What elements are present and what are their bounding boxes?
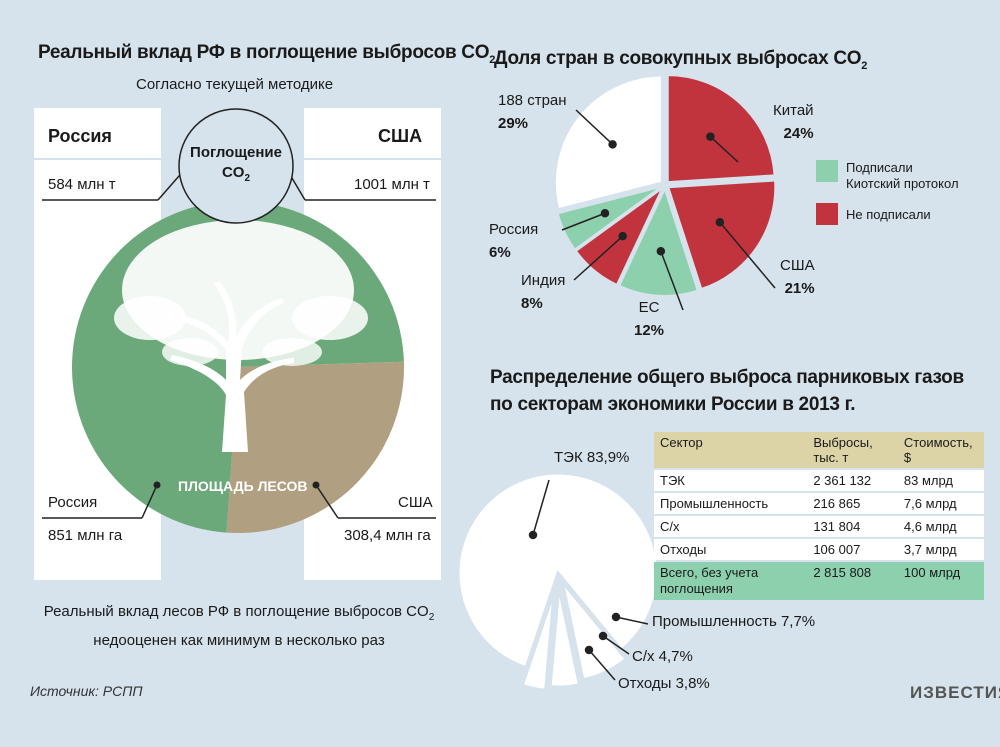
country-dot-3 [618,231,627,241]
sectors-pie-svg [456,471,660,692]
label-waste: Отходы 3,8% [618,675,710,692]
table-header: Выбросы, тыс. т [807,432,898,468]
sectors-title: Распределение общего выброса парниковых … [490,367,964,415]
legend-unsigned-label: Не подписали [846,207,931,222]
table-cell: 106 007 [807,539,898,560]
country-dot-2 [656,246,666,256]
country-leader-4 [561,212,606,231]
legend-signed-swatch [816,160,838,182]
sector-slice-1 [560,581,629,682]
tek-dot [528,530,538,540]
label-188: 188 стран 29% [498,92,567,132]
country-leader-2 [660,250,684,311]
absorption-circle [178,108,294,224]
country-leader-1 [719,221,776,289]
table-cell: ТЭК [654,470,808,491]
usa-forest-dot [312,481,320,489]
table-cell: 100 млрд [897,562,984,600]
table-cell: Промышленность [654,493,808,514]
left-subtitle: Согласно текущей методике [136,76,334,93]
label-usa: США 21% [780,257,815,297]
label-industry: Промышленность 7,7% [652,613,816,630]
country-dot-1 [715,218,725,227]
table-header: Сектор [654,432,808,468]
absorption-circle-label: Поглощение CO2 [190,144,282,184]
table-cell: 4,6 млрд [897,516,984,537]
label-agri: С/х 4,7% [632,648,693,665]
table-row: Промышленность 216 865 7,6 млрд [654,493,984,514]
country-slice-5 [553,74,663,211]
sectors-leaders [528,479,649,681]
legend-signed-label: Подписали Киотский протокол [846,160,959,191]
agri-leader [602,635,630,655]
agri-dot [598,631,608,641]
sector-slice-3 [520,590,556,692]
country-leader-3 [573,235,624,281]
label-tek: ТЭК 83,9% [554,449,630,466]
izvestia-logo: ИЗВЕСТИЯ [910,683,1000,702]
waste-dot [584,645,594,655]
country-dot-4 [600,208,610,218]
tek-leader [532,479,550,536]
russia-forest-leader [141,484,158,519]
tree-icon [114,220,368,452]
country-slice-2 [617,186,700,297]
table-cell: 2 815 808 [807,562,898,600]
table-cell: Всего, без учета поглощения [654,562,808,600]
countries-title: Доля стран в совокупных выбросах CO2 [494,48,868,72]
russia-forest-country: Россия [48,494,98,511]
russia-forest-dot [153,481,161,489]
usa-forest-leader [315,484,339,519]
country-leader-0 [709,136,739,163]
table-cell: 216 865 [807,493,898,514]
table-cell: Отходы [654,539,808,560]
table-cell: 131 804 [807,516,898,537]
sectors-table: Сектор Выбросы, тыс. т Стоимость, $ ТЭК … [654,430,984,602]
table-header: Стоимость, $ [897,432,984,468]
forest-slice-usa [226,361,404,534]
usa-column-divider [304,158,441,160]
russia-header: Россия [48,126,112,146]
usa-header: США [378,126,423,146]
table-cell: 83 млрд [897,470,984,491]
label-eu: ЕС 12% [634,299,665,339]
table-row: ТЭК 2 361 132 83 млрд [654,470,984,491]
country-dot-5 [608,140,617,149]
usa-forest-country: США [398,494,433,511]
country-slice-0 [666,74,776,184]
label-india: Индия 8% [521,272,566,312]
country-leader-5 [575,109,614,145]
left-title: Реальный вклад РФ в поглощение выбросов … [38,42,496,66]
label-russia: Россия 6% [489,221,539,261]
table-cell: 2 361 132 [807,470,898,491]
country-dot-0 [706,132,715,141]
table-cell: 7,6 млрд [897,493,984,514]
legend-unsigned-swatch [816,203,838,225]
table-row: С/х 131 804 4,6 млрд [654,516,984,537]
country-slice-4 [556,185,662,251]
table-row: Отходы 106 007 3,7 млрд [654,539,984,560]
table-header-row: Сектор Выбросы, тыс. т Стоимость, $ [654,432,984,468]
sector-slice-2 [548,586,582,689]
countries-pie-svg [553,74,777,311]
usa-absorption: 1001 млн т [354,176,430,193]
country-slice-1 [666,179,777,291]
forest-area-label: ПЛОЩАДЬ ЛЕСОВ [178,478,308,494]
table-cell: С/х [654,516,808,537]
russia-column-divider [34,158,161,160]
russia-forest-area: 851 млн га [48,527,123,544]
forest-pie-svg [42,108,436,534]
waste-leader [588,649,616,681]
source-note: Источник: РСПП [30,683,143,699]
industry-leader [615,616,649,625]
industry-dot [611,612,621,622]
table-total-row: Всего, без учета поглощения 2 815 808 10… [654,562,984,600]
label-china: Китай 24% [773,102,814,142]
left-footnote: Реальный вклад лесов РФ в поглощение выб… [43,603,435,649]
table-cell: 3,7 млрд [897,539,984,560]
russia-absorption: 584 млн т [48,176,116,193]
usa-forest-area: 308,4 млн га [344,527,431,544]
